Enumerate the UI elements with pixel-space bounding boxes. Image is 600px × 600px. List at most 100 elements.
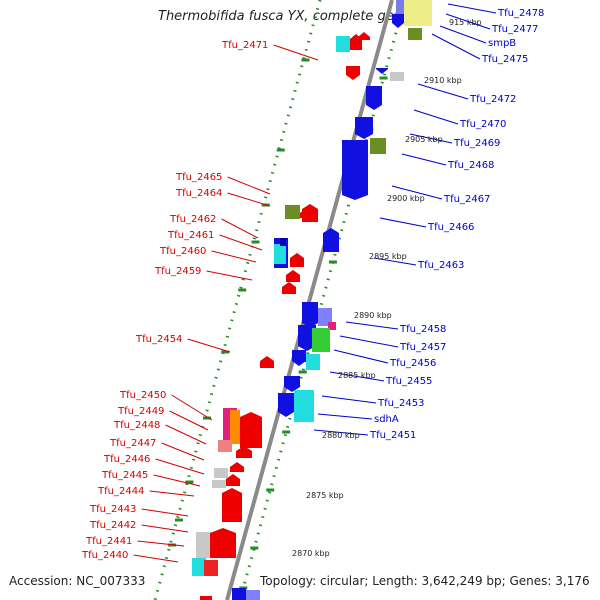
genome-backbone <box>225 0 394 600</box>
leader-line <box>339 335 399 348</box>
leader-line <box>317 413 373 420</box>
kbp-label: 2880 kbp <box>322 431 360 440</box>
gene-label-right: Tfu_2458 <box>399 324 446 335</box>
map-title: Thermobifida fusca YX, complete genome <box>158 9 431 24</box>
kbp-label: 2875 kbp <box>306 491 344 500</box>
gene-feature <box>286 270 300 282</box>
gene-label-left: Tfu_2454 <box>135 334 182 345</box>
kbp-label: 915 kbp <box>449 18 482 27</box>
gene-label-left: Tfu_2464 <box>175 188 222 199</box>
leader-line <box>401 153 447 166</box>
gene-feature <box>404 0 432 26</box>
gene-feature <box>323 228 339 252</box>
leader-line <box>413 109 459 125</box>
gene-label-left: Tfu_2465 <box>175 172 222 183</box>
gene-feature <box>230 410 240 444</box>
gene-feature <box>246 590 260 600</box>
gene-label-left: Tfu_2442 <box>89 520 136 531</box>
gene-label-left: Tfu_2462 <box>169 214 216 225</box>
gene-feature <box>392 14 404 28</box>
leader-lines <box>133 3 497 563</box>
gene-label-right: Tfu_2468 <box>447 160 494 171</box>
leader-line <box>227 192 271 207</box>
gene-label-left: Tfu_2450 <box>119 390 166 401</box>
gene-feature <box>390 72 404 81</box>
leader-line <box>447 3 497 14</box>
kbp-label: 2900 kbp <box>387 194 425 203</box>
leader-line <box>169 410 209 431</box>
gene-feature <box>214 468 228 478</box>
gene-label-right: Tfu_2470 <box>459 119 506 130</box>
gene-feature <box>342 140 368 200</box>
dotted-guide-right <box>238 0 407 600</box>
gene-feature <box>274 244 286 264</box>
gene-label-right: Tfu_2477 <box>491 24 538 35</box>
leader-line <box>379 217 427 228</box>
gene-label-left: Tfu_2449 <box>117 406 164 417</box>
gene-label-right: smpB <box>488 38 516 49</box>
leader-line <box>153 474 201 487</box>
gene-label-right: Tfu_2453 <box>377 398 424 409</box>
leader-line <box>221 218 259 239</box>
dotted-guides <box>153 0 407 600</box>
gene-label-right: Tfu_2466 <box>427 222 474 233</box>
gene-label-left: Tfu_2460 <box>159 246 206 257</box>
gene-feature <box>240 412 262 448</box>
leader-line <box>373 257 417 266</box>
gene-label-left: Tfu_2471 <box>221 40 268 51</box>
gene-label-right: Tfu_2463 <box>417 260 464 271</box>
gene-feature <box>328 322 336 330</box>
kbp-label: 2895 kbp <box>369 252 407 261</box>
gene-label-left: Tfu_2443 <box>89 504 136 515</box>
leader-line <box>155 458 205 475</box>
kbp-label: 2885 kbp <box>338 371 376 380</box>
gene-label-right: Tfu_2475 <box>481 54 528 65</box>
leader-line <box>431 33 481 60</box>
gene-feature <box>192 558 206 576</box>
leader-line <box>219 234 263 251</box>
leader-line <box>333 349 389 364</box>
gene-label-right: Tfu_2469 <box>453 138 500 149</box>
leader-line <box>161 442 205 461</box>
leader-line <box>345 321 399 330</box>
gene-label-right: sdhA <box>374 414 399 425</box>
gene-feature <box>358 32 370 40</box>
leader-line <box>141 524 189 533</box>
leader-line <box>313 429 369 436</box>
gene-feature <box>298 325 316 351</box>
gene-feature <box>222 488 242 522</box>
gene-feature <box>278 393 294 417</box>
leader-line <box>227 176 271 195</box>
leader-line <box>165 424 207 445</box>
gene-feature <box>300 208 312 218</box>
accession-text: Accession: NC_007333 <box>9 574 146 588</box>
gene-feature <box>336 36 350 52</box>
gene-feature <box>210 528 236 558</box>
leader-line <box>391 185 443 200</box>
leader-line <box>417 83 469 100</box>
gene-feature <box>292 350 306 366</box>
gene-label-left: Tfu_2446 <box>103 454 150 465</box>
leader-line <box>206 270 253 281</box>
gene-label-left: Tfu_2440 <box>81 550 128 561</box>
gene-label-left: Tfu_2444 <box>97 486 144 497</box>
gene-feature <box>196 532 212 558</box>
gene-label-left: Tfu_2441 <box>85 536 132 547</box>
gene-label-right: Tfu_2451 <box>369 430 416 441</box>
gene-feature <box>370 138 386 154</box>
gene-feature <box>396 0 406 14</box>
gene-features <box>192 0 432 600</box>
leader-line <box>137 540 185 547</box>
gene-feature <box>232 588 246 600</box>
gene-label-right: Tfu_2457 <box>399 342 446 353</box>
gene-label-left: Tfu_2448 <box>113 420 160 431</box>
leader-line <box>445 13 491 30</box>
gene-feature <box>284 376 300 392</box>
leader-line <box>273 44 319 61</box>
gene-feature <box>346 66 360 80</box>
gene-label-right: Tfu_2456 <box>389 358 436 369</box>
gene-label-right: Tfu_2467 <box>443 194 490 205</box>
gene-feature <box>260 356 274 368</box>
gene-feature <box>200 596 212 600</box>
